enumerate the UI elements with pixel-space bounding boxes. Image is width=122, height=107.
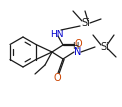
- Text: N: N: [74, 47, 82, 57]
- Text: H: H: [72, 42, 78, 51]
- Text: HN: HN: [50, 30, 64, 39]
- Text: Si: Si: [82, 18, 90, 28]
- Text: O: O: [74, 39, 82, 49]
- Text: Si: Si: [101, 42, 109, 52]
- Text: O: O: [53, 73, 61, 83]
